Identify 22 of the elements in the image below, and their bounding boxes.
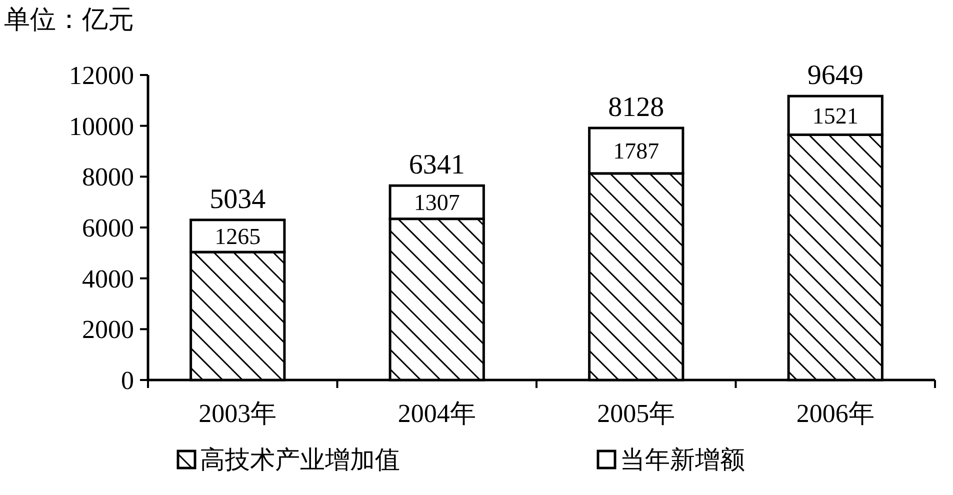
- label: 1265: [214, 224, 261, 249]
- xtick: 2005年: [597, 399, 676, 428]
- xtick: 2003年: [198, 399, 277, 428]
- legend: 当年新增额: [620, 446, 745, 474]
- ylabel: 单位：亿元: [4, 4, 134, 34]
- xtick: 2004年: [398, 399, 476, 428]
- legend: 高技术产业增加值: [200, 446, 400, 474]
- label: 5034: [210, 184, 266, 215]
- label: 1787: [613, 138, 660, 164]
- ytick: 2000: [82, 315, 134, 344]
- ytick: 12000: [69, 61, 134, 90]
- xtick: 2006年: [796, 399, 874, 428]
- label: 9649: [807, 60, 864, 92]
- ytick: 8000: [82, 162, 134, 192]
- label: 6341: [408, 150, 465, 181]
- ytick: 0: [121, 366, 134, 395]
- label: 8128: [608, 92, 664, 123]
- label: 1521: [812, 103, 858, 128]
- ytick: 4000: [82, 264, 134, 294]
- ytick: 6000: [82, 214, 134, 242]
- label: 1307: [414, 190, 460, 216]
- ytick: 10000: [69, 112, 134, 141]
